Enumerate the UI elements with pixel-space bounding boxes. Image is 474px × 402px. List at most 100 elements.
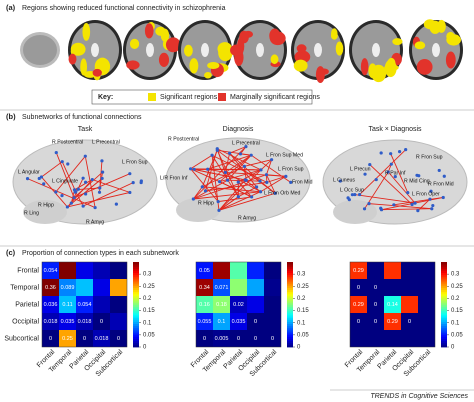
region-blob	[82, 22, 91, 41]
colorbar-tick-label: 0.05	[143, 332, 155, 338]
connection	[237, 181, 252, 198]
heatmap-cell	[196, 279, 213, 296]
colorbar-step	[287, 321, 293, 325]
node	[389, 152, 393, 156]
cell-label: 0.1	[218, 319, 226, 325]
colorbar-step	[287, 296, 293, 299]
colorbar-step	[287, 293, 293, 297]
node	[60, 160, 64, 164]
colorbar-step	[441, 276, 447, 280]
region-blob	[68, 53, 77, 65]
node	[429, 189, 433, 193]
heatmap-cell-mirror	[110, 296, 127, 313]
colorbar-step	[133, 310, 139, 314]
node	[362, 207, 367, 211]
cell-label: 0.34	[199, 285, 210, 291]
colorbar-step	[287, 270, 293, 274]
connection	[387, 171, 416, 204]
heatmap-cell-mirror	[93, 296, 110, 313]
connection	[369, 164, 413, 205]
colorbar-step	[441, 268, 447, 271]
heatmap-cell	[196, 330, 213, 347]
connection	[354, 194, 416, 204]
heatmap-cell-mirror	[384, 279, 401, 296]
node	[54, 150, 58, 155]
node	[225, 178, 230, 182]
heatmap-cell	[230, 296, 247, 313]
colorbar-step	[133, 336, 139, 339]
colorbar-step	[133, 296, 139, 299]
node-label: L Cuneus	[333, 177, 355, 183]
heatmap-cell-mirror	[110, 313, 127, 330]
region-blob	[384, 59, 397, 78]
key-box	[91, 89, 313, 105]
heatmap-cell-mirror	[264, 296, 281, 313]
colorbar-step	[287, 323, 293, 327]
heatmap-frame	[349, 261, 436, 348]
cell-label: 0	[83, 336, 86, 342]
colorbar-step	[287, 287, 293, 291]
node	[128, 172, 132, 176]
heatmap-cell	[76, 296, 93, 313]
key-heading: Key:	[98, 94, 113, 101]
colorbar-step	[441, 264, 447, 267]
node	[215, 147, 219, 151]
region-blob	[269, 31, 286, 46]
node	[416, 209, 420, 213]
heatmap-cell	[264, 330, 281, 347]
node	[69, 201, 73, 205]
connection	[207, 154, 252, 170]
node	[81, 204, 85, 208]
region-blob	[335, 41, 344, 56]
connection	[41, 161, 63, 178]
heatmap-cell	[350, 330, 367, 347]
cell-label: 0	[374, 319, 377, 325]
colorbar-step	[441, 342, 447, 346]
colorbar-step	[133, 270, 139, 274]
node	[273, 191, 277, 195]
connection	[259, 180, 276, 194]
colorbar-step	[133, 308, 139, 312]
node-label: L Fron Orb Med	[264, 190, 301, 196]
node-label: R Mid Cing	[404, 178, 430, 184]
row-label: Frontal	[17, 267, 39, 274]
cell-label: 0.02	[233, 302, 244, 308]
node	[100, 159, 104, 163]
colorbar-step	[133, 293, 139, 297]
node	[374, 177, 378, 182]
connection	[27, 178, 96, 208]
colorbar-step	[441, 334, 447, 337]
colorbar-step	[441, 315, 447, 318]
heatmap-cell	[213, 296, 230, 313]
cell-label: 0.29	[353, 268, 364, 274]
region-blob	[445, 51, 456, 69]
heatmap-cell-mirror	[418, 262, 435, 279]
colorbar-tick-label: 0.15	[451, 308, 463, 314]
cell-label: 0.14	[387, 302, 398, 308]
connection	[260, 175, 287, 193]
colorbar-tick-label: 0.3	[297, 272, 306, 278]
node-label: Fron Mid	[292, 179, 313, 185]
heatmap-cell	[213, 330, 230, 347]
heatmap-cell-mirror	[264, 279, 281, 296]
node	[200, 185, 204, 189]
colorbar-step	[441, 291, 447, 295]
region-blob	[204, 72, 212, 79]
connection	[359, 149, 406, 195]
heatmap-cell-mirror	[76, 262, 93, 279]
heatmap-cell	[59, 279, 76, 296]
ventricle	[314, 43, 322, 57]
colorbar-step	[441, 304, 447, 308]
heatmap-cell	[418, 330, 435, 347]
node	[242, 164, 246, 168]
region-blob	[295, 60, 304, 71]
colorbar-step	[441, 325, 447, 329]
colorbar-step	[287, 285, 293, 288]
node	[347, 198, 351, 202]
cell-label: 0.054	[44, 268, 58, 274]
row-label: Temporal	[10, 284, 39, 291]
heatmap-cell-mirror	[247, 296, 264, 313]
cerebellum	[176, 198, 220, 222]
heatmap-cell	[367, 330, 384, 347]
